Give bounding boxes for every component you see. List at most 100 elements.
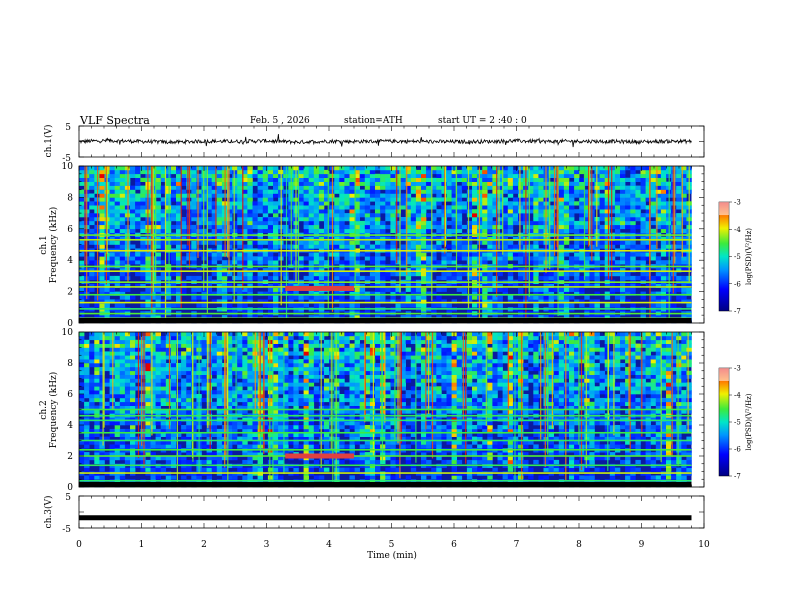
spec2-cell — [84, 428, 90, 434]
spec1-cell — [247, 268, 253, 273]
spec1-cell — [512, 268, 519, 273]
spec1-cell — [497, 181, 503, 186]
spec1-cell — [318, 228, 325, 233]
spec1-cell — [145, 299, 151, 304]
spec1-cell — [324, 272, 330, 277]
spec1-cell — [487, 166, 493, 171]
spec1-cell — [135, 166, 141, 171]
spec1-cell — [79, 209, 85, 214]
spec1-cell — [369, 224, 376, 230]
spec1-cell — [518, 303, 524, 308]
spec1-cell — [130, 228, 136, 233]
spec1-cell — [89, 169, 95, 175]
spec1-cell — [211, 220, 218, 226]
spec2-cell — [150, 366, 156, 372]
spec2-cell — [155, 467, 161, 472]
spec1-cell — [247, 205, 253, 210]
spec1-cell — [625, 299, 631, 304]
spec2-cell — [104, 343, 110, 348]
spec1-cell — [660, 220, 667, 226]
spec1-cell — [461, 240, 468, 245]
spec1-cell — [579, 224, 585, 230]
spec1-cell — [329, 205, 335, 210]
spec1-cell — [492, 260, 498, 265]
spec1-cell — [630, 185, 636, 190]
spec1-cell — [99, 213, 105, 218]
spec1-cell — [339, 240, 345, 245]
spec1-cell — [487, 193, 493, 198]
spec2-cell — [170, 347, 177, 352]
spec1-cell — [421, 166, 427, 171]
spec1-cell — [579, 169, 585, 175]
spec2-cell — [109, 409, 115, 414]
spec1-cell — [339, 177, 345, 182]
spec2-cell — [165, 390, 172, 395]
spec2-cell — [130, 417, 136, 422]
spec1-cell — [604, 169, 611, 175]
spec1-cell — [512, 256, 519, 261]
spec1-cell — [313, 260, 320, 265]
spec2-cell — [186, 432, 192, 437]
spec2-cell — [186, 394, 192, 399]
spec2-cell — [186, 390, 192, 395]
spec1-cell — [324, 177, 330, 182]
spec1-cell — [569, 272, 575, 277]
spec1-cell — [548, 197, 554, 202]
spec1-cell — [359, 201, 366, 206]
spec1-cell — [140, 177, 146, 182]
spec1-cell — [165, 303, 172, 308]
spec2-cell — [186, 343, 192, 348]
spec2-cell — [114, 386, 121, 391]
spec2-cell — [130, 390, 136, 395]
spec1-cell — [79, 295, 85, 300]
spec1-cell — [364, 205, 371, 210]
spec1-cell — [431, 197, 437, 202]
spec1-cell — [176, 189, 182, 194]
spec2-cell — [176, 382, 182, 387]
spec1-cell — [308, 166, 315, 171]
spec2-cell — [176, 432, 182, 437]
spec1-cell — [604, 303, 611, 308]
spec1-cell — [267, 244, 274, 249]
spec1-cell — [456, 220, 463, 226]
spec1-cell — [410, 224, 417, 230]
spec2-cell — [165, 456, 172, 461]
spec1-cell — [410, 169, 417, 175]
spec1-cell — [303, 268, 309, 273]
spec1-cell — [380, 260, 386, 265]
spec1-cell — [390, 252, 396, 257]
spec1-cell — [579, 209, 585, 214]
spec1-cell — [426, 315, 432, 320]
spec1-cell — [579, 252, 585, 257]
spec1-cell — [273, 189, 279, 194]
spec2-cell — [94, 347, 100, 352]
spec1-cell — [421, 177, 427, 182]
spec2-cell — [176, 339, 182, 344]
spec1-cell — [349, 173, 355, 178]
spec1-cell — [604, 256, 611, 261]
spec1-cell — [227, 177, 233, 182]
spec1-cell — [380, 173, 386, 178]
spec1-cell — [558, 303, 565, 308]
spec2-cell — [170, 343, 177, 348]
spec1-cell — [436, 185, 442, 190]
spec1-cell — [257, 244, 263, 249]
spec1-cell — [79, 315, 85, 320]
spec1-cell — [135, 224, 141, 230]
spec1-cell — [451, 185, 457, 190]
spec2-cell — [165, 347, 172, 352]
spec1-cell — [456, 177, 463, 182]
spec1-cell — [237, 181, 243, 186]
spec1-cell — [512, 299, 519, 304]
spec1-cell — [446, 205, 452, 210]
spec1-cell — [216, 244, 223, 249]
spec1-cell — [604, 283, 611, 288]
spec1-cell — [395, 236, 401, 241]
spec1-cell — [354, 275, 360, 281]
spec2-cell — [176, 343, 182, 348]
spec1-cell — [273, 213, 279, 218]
spec1-cell — [206, 197, 212, 202]
spec1-cell — [247, 224, 253, 230]
spec2-cell — [191, 432, 197, 437]
spec2-cell — [109, 428, 115, 434]
